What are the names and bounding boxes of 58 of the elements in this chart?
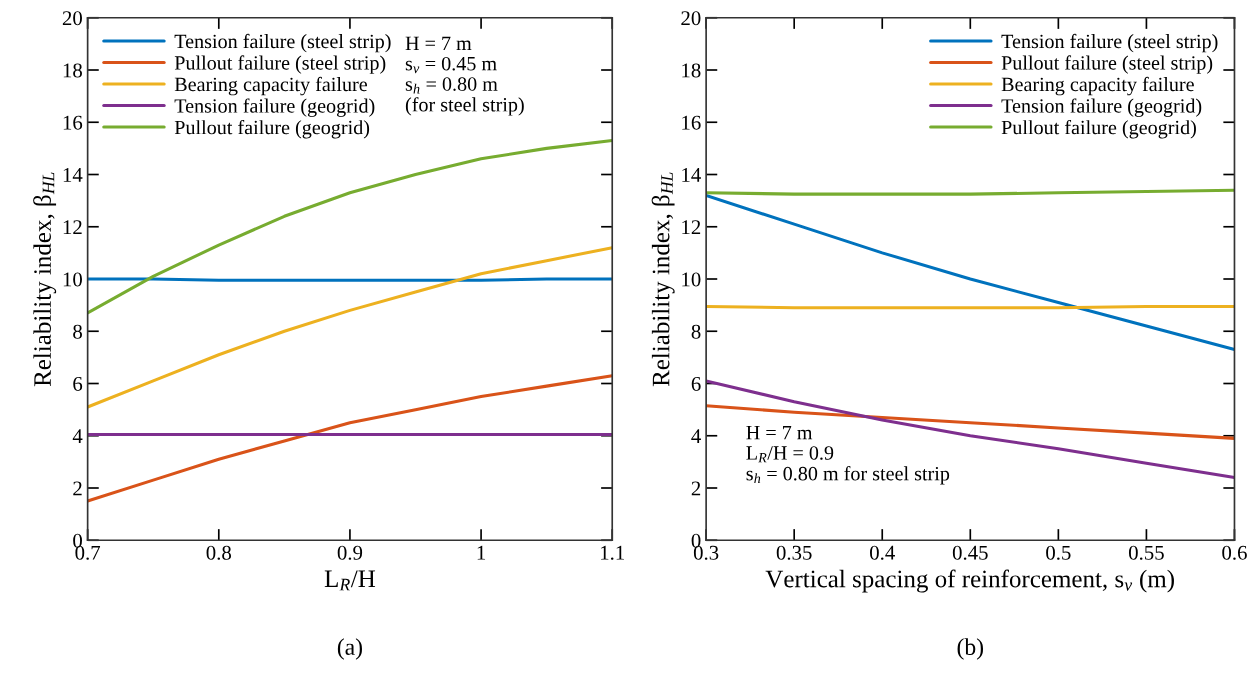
y-tick-label: 10 (63, 272, 82, 287)
legend-label: Pullout failure (geogrid) (174, 119, 370, 139)
y-tick-label: 12 (63, 220, 82, 234)
legend-label: Pullout failure (geogrid) (1001, 119, 1196, 139)
legend-label: Tension failure (steel strip) (1001, 33, 1218, 53)
y-axis-title: Reliability index, β$_{HL}$ (651, 172, 675, 387)
legend-label: Bearing capacity failure (1001, 76, 1194, 96)
x-tick-label: 0.45 (952, 545, 988, 560)
x-axis-title: Vertical spacing of reinforcement, s$_{v}$ (m) (765, 569, 1174, 593)
legend-label: Pullout failure (steel strip) (1001, 55, 1213, 74)
annotation: H = 7 m (405, 36, 472, 51)
y-tick-label: 8 (691, 324, 701, 339)
annotation: s$_{h}$ = 0.80 m for steel strip (746, 466, 950, 485)
x-tick-label: 1 (477, 545, 486, 560)
y-tick-label: 16 (63, 115, 83, 130)
line-series (706, 404, 1235, 440)
legend-label: Bearing capacity failure (174, 76, 367, 96)
legend-label: Tension failure (geogrid) (174, 98, 375, 117)
line-series (87, 139, 613, 315)
legend-label: Tension failure (steel strip) (174, 33, 391, 53)
x-tick-label: 0.35 (776, 545, 812, 560)
line-series (87, 246, 613, 409)
legend-label: Tension failure (geogrid) (1001, 98, 1202, 117)
text: (b) (957, 638, 984, 660)
y-tick-label: 8 (73, 324, 82, 339)
y-tick-label: 14 (63, 167, 83, 182)
y-tick-label: 10 (682, 272, 701, 287)
annotation: L$_{R}$/H = 0.9 (746, 446, 834, 463)
annotation: H = 7 m (746, 426, 813, 440)
y-tick-label: 16 (682, 115, 701, 130)
x-tick-label: 0.4 (870, 545, 895, 560)
annotation: s$_{h}$ = 0.80 m (405, 77, 498, 94)
y-tick-label: 6 (73, 376, 83, 391)
x-tick-label: 0.8 (206, 545, 232, 560)
legend-label: Pullout failure (steel strip) (174, 55, 386, 74)
y-tick-label: 18 (63, 63, 82, 78)
x-tick-label: 0.6 (1222, 545, 1247, 560)
y-tick-label: 4 (691, 429, 701, 443)
x-axis-title: L$_{R}$/H (324, 570, 376, 591)
y-tick-label: 2 (73, 481, 82, 496)
x-tick-label: 0.5 (1046, 545, 1071, 560)
annotation: s$_{v}$ = 0.45 m (405, 56, 497, 74)
y-tick-label: 14 (682, 167, 701, 182)
line-series (706, 193, 1235, 352)
y-tick-label: 18 (682, 63, 701, 78)
y-axis-title: Reliability index, β$_{HL}$ (33, 172, 57, 387)
x-tick-label: 0.55 (1128, 545, 1164, 560)
line-series (87, 374, 613, 503)
y-tick-label: 20 (62, 11, 82, 26)
y-tick-label: 2 (691, 481, 701, 496)
x-tick-label: 0.9 (337, 545, 363, 560)
y-tick-label: 4 (72, 429, 83, 443)
y-tick-label: 20 (681, 11, 701, 26)
x-tick-label: 1.1 (601, 545, 624, 560)
annotation: (for steel strip) (405, 97, 524, 116)
y-tick-label: 6 (691, 376, 701, 391)
text: (a) (337, 638, 362, 660)
y-tick-label: 12 (682, 220, 701, 234)
